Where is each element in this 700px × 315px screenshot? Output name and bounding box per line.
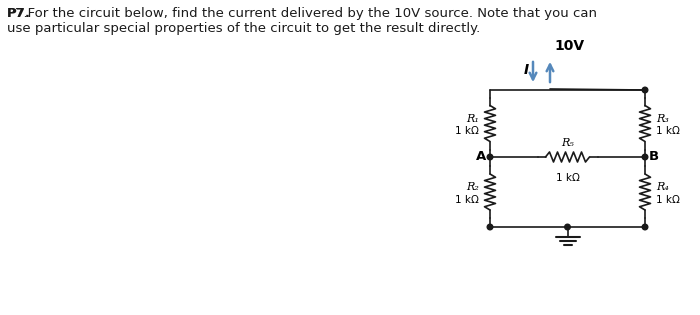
- Text: P7.: P7.: [7, 7, 31, 20]
- Circle shape: [642, 87, 648, 93]
- Text: 10V: 10V: [554, 39, 584, 53]
- Text: R₂: R₂: [466, 182, 479, 192]
- Text: A: A: [476, 150, 486, 163]
- Text: 1 kΩ: 1 kΩ: [455, 127, 479, 136]
- Circle shape: [565, 224, 570, 230]
- Text: R₄: R₄: [656, 182, 669, 192]
- Text: P7.For the circuit below, find the current delivered by the 10V source. Note tha: P7.For the circuit below, find the curre…: [7, 7, 597, 20]
- Text: 1 kΩ: 1 kΩ: [556, 173, 580, 183]
- Circle shape: [642, 154, 648, 160]
- Text: R₅: R₅: [561, 138, 574, 148]
- Circle shape: [487, 154, 493, 160]
- Text: 1 kΩ: 1 kΩ: [455, 195, 479, 205]
- Text: use particular special properties of the circuit to get the result directly.: use particular special properties of the…: [7, 22, 480, 35]
- Text: R₃: R₃: [656, 113, 669, 123]
- Text: 1 kΩ: 1 kΩ: [656, 127, 680, 136]
- Text: I: I: [524, 63, 529, 77]
- Text: R₁: R₁: [466, 113, 479, 123]
- Text: B: B: [649, 150, 659, 163]
- Circle shape: [487, 224, 493, 230]
- Text: 1 kΩ: 1 kΩ: [656, 195, 680, 205]
- Circle shape: [642, 224, 648, 230]
